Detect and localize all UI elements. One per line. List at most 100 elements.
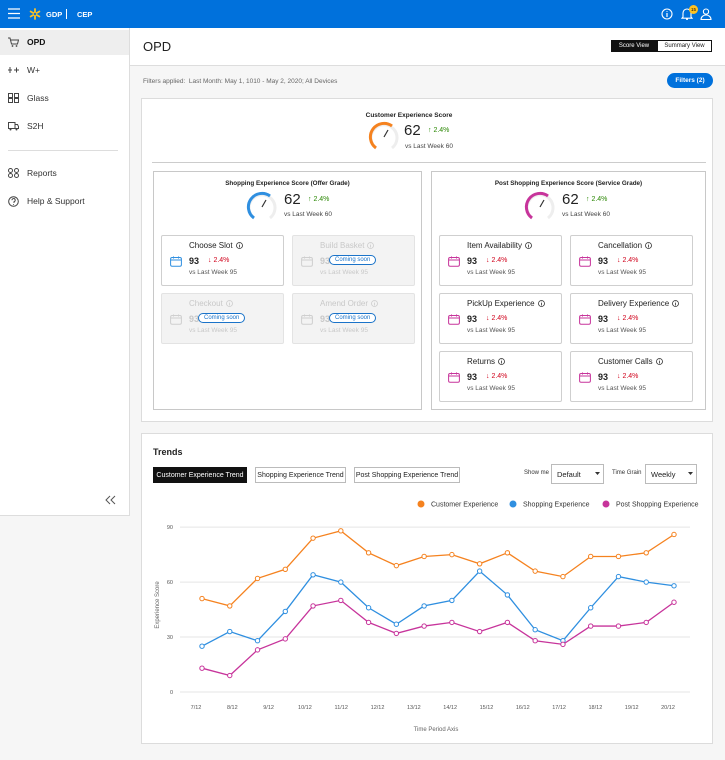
tile-score: 93 [467, 314, 478, 324]
x-axis-label: Time Period Axis [414, 727, 459, 733]
tile-name: Build Basket [320, 241, 365, 250]
trend-tab[interactable]: Customer Experience Trend [153, 467, 247, 483]
data-point [310, 603, 316, 609]
user-icon[interactable] [700, 8, 712, 20]
x-tick-label: 14/12 [443, 705, 457, 711]
sidebar-item[interactable]: S2H [0, 114, 129, 138]
x-tick-label: 13/12 [407, 705, 421, 711]
score-comparison: vs Last Week 60 [405, 143, 453, 150]
tile-score: 93 [320, 256, 331, 266]
view-toggle[interactable]: Score View [611, 40, 657, 52]
tile-name: Item Availability [467, 241, 522, 250]
tile-score: 93 [598, 372, 609, 382]
data-point [671, 583, 677, 589]
info-icon [645, 242, 652, 249]
data-point [393, 562, 400, 569]
tile-comparison: vs Last Week 95 [467, 269, 515, 276]
score-value: 62 [404, 122, 421, 139]
data-point [310, 572, 316, 578]
score-value: 62 [284, 191, 301, 208]
sidebar [0, 28, 130, 516]
metric-tile[interactable]: Cancellation 93 ↓ 2.4% vs Last Week 95 [570, 235, 693, 286]
tile-comparison: vs Last Week 95 [320, 269, 368, 276]
data-point [449, 597, 455, 604]
metric-tile[interactable]: Returns 93 ↓ 2.4% vs Last Week 95 [439, 351, 562, 402]
select-label: Show me [524, 470, 550, 476]
select-label: Time Grain [612, 470, 642, 476]
sidebar-label: Reports [27, 168, 57, 178]
data-point [227, 603, 233, 609]
data-point [671, 531, 677, 538]
x-tick-label: 19/12 [625, 705, 639, 711]
data-point [282, 636, 288, 642]
x-tick-label: 11/12 [335, 705, 348, 711]
data-point [254, 575, 261, 582]
divider [8, 150, 118, 151]
metric-tile[interactable]: Choose Slot 93 ↓ 2.4% vs Last Week 95 [161, 235, 284, 286]
sidebar-item[interactable]: Glass [0, 86, 129, 110]
tile-name-row: Checkout [189, 299, 233, 308]
tile-comparison: vs Last Week 95 [467, 385, 515, 392]
tile-name: Choose Slot [189, 241, 233, 250]
spark-logo [29, 8, 41, 20]
data-point [532, 568, 538, 574]
trend-tab[interactable]: Post Shopping Experience Trend [354, 467, 460, 483]
metric-tile[interactable]: Delivery Experience 93 ↓ 2.4% vs Last Week … [570, 293, 693, 344]
series-line [201, 599, 675, 677]
time-grain-select[interactable]: Weekly [645, 464, 697, 484]
tile-comparison: vs Last Week 95 [598, 385, 646, 392]
filters-button[interactable]: Filters (2) [667, 73, 713, 88]
data-point [365, 619, 372, 626]
gauge-icon [524, 191, 555, 220]
x-tick-label: 12/12 [371, 705, 385, 711]
data-point [338, 579, 344, 585]
data-point [227, 628, 233, 635]
tile-delta: ↓ 2.4% [617, 315, 639, 322]
show-me-select[interactable]: Default [551, 464, 604, 484]
info-icon [371, 300, 378, 307]
info-icon [655, 358, 663, 365]
data-point [393, 630, 400, 637]
view-toggle[interactable]: Summary View [657, 40, 712, 52]
sidebar-item[interactable]: OPD [0, 30, 129, 54]
select-value: Default [557, 469, 581, 479]
trend-tab[interactable]: Shopping Experience Trend [255, 467, 346, 483]
score-delta: ↑ 2.4% [586, 196, 608, 203]
metric-tile[interactable]: Customer Calls 93 ↓ 2.4% vs Last Week 95 [570, 351, 693, 402]
data-point [338, 597, 344, 604]
metric-tile[interactable]: PickUp Experience 93 ↓ 2.4% vs Last Week 95 [439, 293, 562, 344]
menu-icon[interactable] [8, 8, 20, 19]
tile-comparison: vs Last Week 95 [320, 327, 368, 334]
data-point [199, 665, 205, 671]
info-icon[interactable] [661, 8, 673, 20]
data-point [254, 638, 261, 644]
metric-tile[interactable]: Item Availability 93 ↓ 2.4% vs Last Week 95 [439, 235, 562, 286]
tile-icon [170, 256, 182, 267]
data-point [449, 551, 455, 558]
tile-name: Delivery Experience [598, 299, 670, 308]
tile-comparison: vs Last Week 95 [598, 269, 646, 276]
metric-tile: Build Basket 93 vs Last Week 95 Coming soon [292, 235, 415, 286]
top-bar: GDP CEP 15 [0, 0, 725, 28]
tile-icon [170, 314, 182, 325]
collapse-icon[interactable] [105, 495, 117, 505]
sidebar-item[interactable]: Help & Support [0, 189, 129, 213]
data-point [476, 628, 483, 635]
coming-soon-badge: Coming soon [329, 255, 377, 265]
sidebar-icon [8, 122, 19, 131]
data-point [560, 641, 566, 648]
sidebar-item[interactable]: W+ [0, 58, 129, 82]
divider [152, 162, 706, 163]
sidebar-label: Glass [27, 93, 49, 103]
y-tick-label: 90 [167, 525, 173, 531]
caret [595, 472, 600, 475]
tile-icon [448, 372, 460, 383]
sidebar-icon [8, 67, 19, 73]
info-icon [367, 242, 375, 249]
sidebar-item[interactable]: Reports [0, 161, 129, 185]
tile-delta: ↓ 2.4% [486, 315, 508, 322]
x-tick-label: 9/12 [263, 705, 274, 711]
selected-highlight [0, 30, 129, 55]
tile-name: Customer Calls [598, 357, 653, 366]
coming-soon-badge: Coming soon [329, 313, 377, 323]
